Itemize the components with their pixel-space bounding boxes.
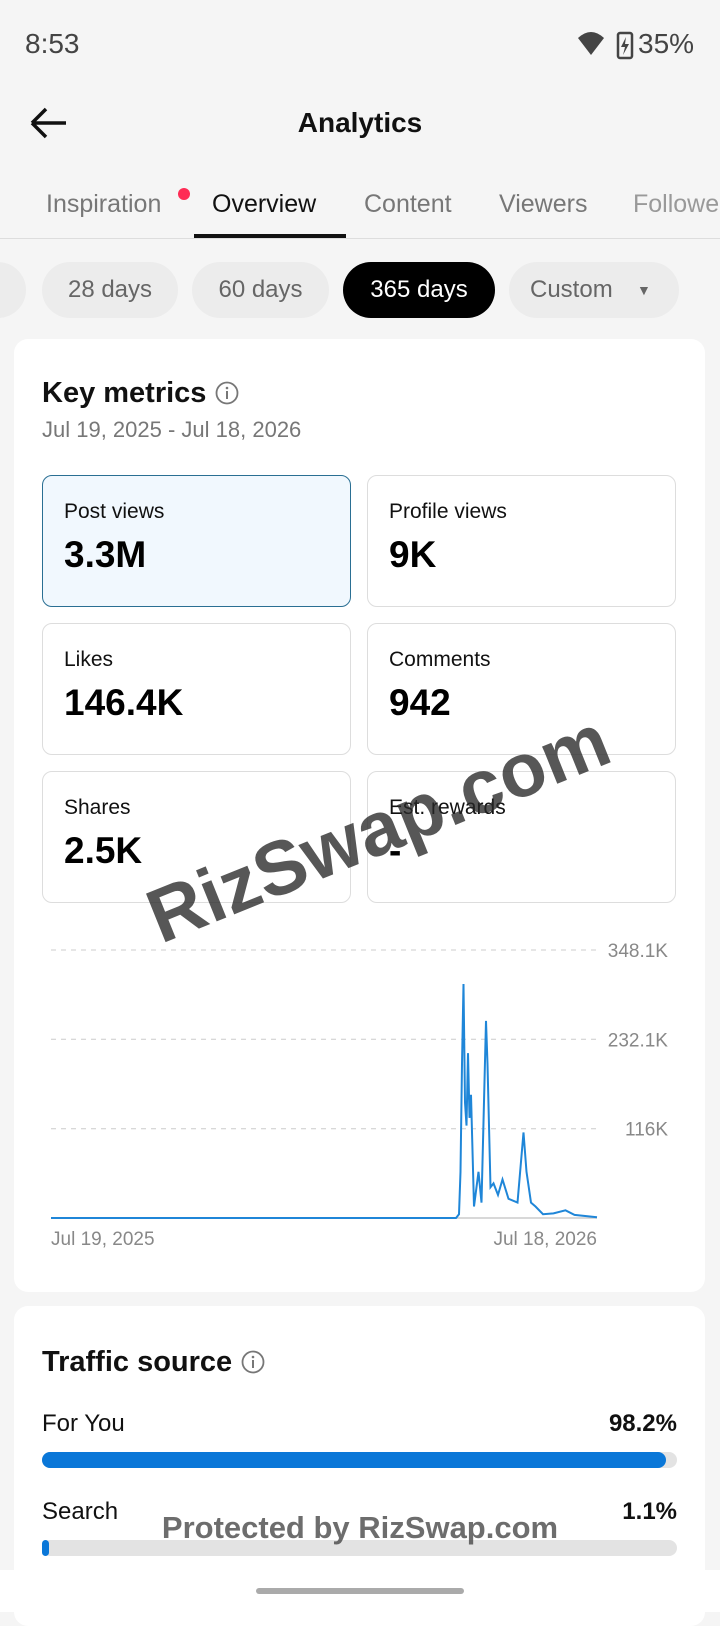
tab[interactable]: Inspiration <box>46 190 162 218</box>
dropdown-arrow: ▼ <box>637 282 651 298</box>
line <box>51 983 598 1219</box>
tab[interactable]: Followers <box>633 190 720 218</box>
wifi-icon <box>578 32 604 55</box>
metric-value: 942 <box>389 682 451 723</box>
metric-label: Est. rewards <box>389 796 506 819</box>
metric-value: - <box>389 830 402 871</box>
metric-label: Post views <box>64 500 165 523</box>
tab-underline <box>194 234 346 238</box>
metric-box[interactable]: Likes 146.4K <box>42 623 351 755</box>
metric-box[interactable]: Shares 2.5K <box>42 771 351 903</box>
metric-box[interactable]: Profile views 9K <box>367 475 676 607</box>
tab[interactable]: Viewers <box>499 190 588 218</box>
bar-track <box>42 1540 677 1556</box>
battery-level: 35% <box>638 28 695 59</box>
bar <box>42 1540 49 1556</box>
metric-value: 2.5K <box>64 830 143 871</box>
metric-label: Profile views <box>389 500 507 523</box>
metric-label: Comments <box>389 648 491 671</box>
chip[interactable]: Custom ▼ <box>509 262 679 318</box>
date-range: Jul 19, 2025 - Jul 18, 2026 <box>42 417 302 442</box>
chip-active[interactable]: 365 days <box>343 262 495 318</box>
metric-value: 146.4K <box>64 682 184 723</box>
watermark: Protected by RizSwap.com <box>161 1510 559 1545</box>
section-title: Traffic source <box>42 1346 233 1378</box>
battery-icon <box>616 31 634 60</box>
chip[interactable]: 28 days <box>42 262 178 318</box>
source-name: For You <box>42 1410 125 1437</box>
tab[interactable]: Content <box>364 190 452 218</box>
metric-label: Likes <box>64 648 114 671</box>
metric-value: 9K <box>389 534 437 575</box>
y-tick-label: 348.1K <box>608 941 669 962</box>
x-label: Jul 18, 2026 <box>493 1229 597 1250</box>
source-percent: 98.2% <box>608 1410 677 1437</box>
home-indicator <box>256 1588 464 1594</box>
section-title: Key metrics <box>42 377 207 409</box>
divider <box>0 238 720 239</box>
x-label: Jul 19, 2025 <box>51 1229 155 1250</box>
metric-label: Shares <box>64 796 131 819</box>
notification-dot <box>178 188 190 200</box>
source-name: Search <box>42 1498 119 1525</box>
tab-active[interactable]: Overview <box>212 190 317 218</box>
source-percent: 1.1% <box>622 1498 677 1525</box>
chip-label: Custom <box>530 276 613 303</box>
clock: 8:53 <box>25 28 80 59</box>
bar <box>42 1452 666 1468</box>
y-tick-label: 116K <box>625 1120 668 1141</box>
y-tick-label: 232.1K <box>608 1030 669 1051</box>
page-title: Analytics <box>297 107 423 138</box>
key-metrics-card: Key metrics Jul 19, 2025 - Jul 18, 2026 … <box>14 339 705 1292</box>
back-button[interactable] <box>28 106 70 140</box>
metric-box[interactable]: Est. rewards - <box>367 771 676 903</box>
metric-box[interactable]: Post views 3.3M <box>42 475 351 607</box>
metric-value: 3.3M <box>64 534 147 575</box>
chip[interactable]: 60 days <box>192 262 329 318</box>
info-icon[interactable] <box>240 1349 266 1375</box>
metric-box[interactable]: Comments 942 <box>367 623 676 755</box>
info-icon[interactable] <box>214 380 240 406</box>
